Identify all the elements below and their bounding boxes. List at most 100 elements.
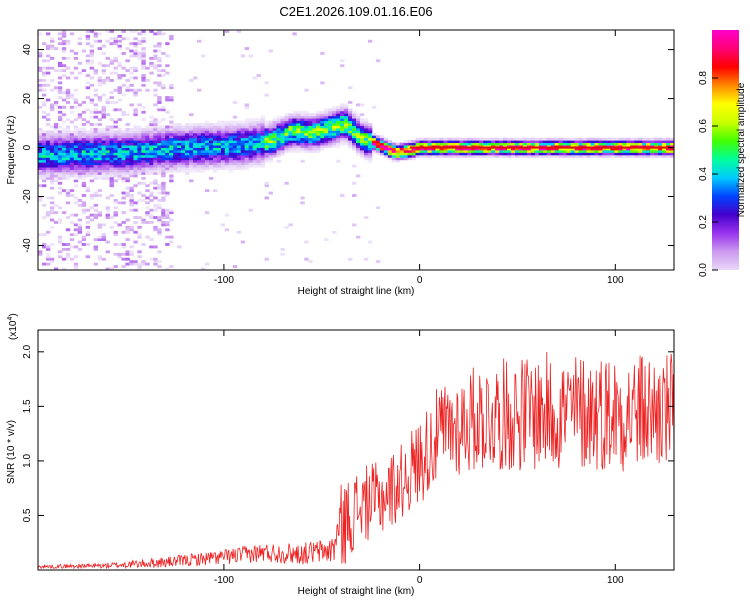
heatmap-cell	[133, 208, 138, 212]
heatmap-cell	[328, 110, 333, 114]
spectrogram-x-tick-label: 0	[417, 275, 423, 286]
heatmap-cell	[356, 130, 361, 134]
heatmap-cell	[483, 150, 488, 153]
heatmap-cell	[141, 59, 146, 63]
heatmap-cell	[232, 154, 238, 158]
heatmap-cell	[165, 71, 170, 75]
heatmap-cell	[49, 225, 55, 229]
heatmap-cell	[113, 157, 118, 161]
heatmap-cell	[487, 137, 492, 141]
heatmap-cell	[308, 260, 313, 264]
heatmap-cell	[113, 164, 118, 168]
heatmap-cell	[340, 110, 345, 114]
heatmap-cell	[447, 152, 452, 156]
heatmap-cell	[598, 154, 603, 158]
heatmap-cell	[89, 98, 95, 102]
heatmap-cell	[109, 216, 114, 219]
heatmap-cell	[38, 86, 43, 90]
heatmap-cell	[324, 125, 329, 129]
heatmap-cell	[371, 142, 377, 146]
heatmap-cell	[503, 142, 508, 146]
heatmap-cell	[141, 167, 146, 170]
heatmap-cell	[101, 132, 106, 136]
heatmap-cell	[149, 191, 154, 195]
heatmap-cell	[204, 137, 210, 141]
heatmap-cell	[153, 167, 158, 170]
heatmap-cell	[169, 127, 174, 131]
heatmap-cell	[252, 140, 258, 144]
heatmap-cell	[208, 125, 214, 129]
heatmap-cell	[232, 127, 238, 131]
heatmap-cell	[93, 169, 99, 173]
heatmap-cell	[348, 137, 353, 141]
heatmap-cell	[622, 147, 627, 151]
heatmap-cell	[61, 150, 67, 153]
heatmap-cell	[189, 152, 194, 156]
heatmap-cell	[129, 83, 134, 87]
heatmap-cell	[73, 52, 79, 55]
heatmap-cell	[193, 135, 198, 139]
heatmap-cell	[61, 142, 67, 146]
heatmap-cell	[232, 140, 238, 144]
heatmap-cell	[161, 213, 166, 217]
heatmap-cell	[371, 132, 377, 136]
heatmap-cell	[41, 174, 47, 178]
heatmap-cell	[173, 127, 178, 131]
heatmap-cell	[141, 137, 146, 141]
heatmap-cell	[292, 110, 297, 114]
heatmap-cell	[89, 174, 95, 178]
heatmap-cell	[324, 110, 329, 114]
heatmap-cell	[73, 127, 79, 131]
heatmap-cell	[165, 96, 170, 99]
heatmap-cell	[125, 142, 130, 146]
heatmap-cell	[280, 118, 285, 122]
heatmap-cell	[165, 167, 170, 170]
heatmap-cell	[272, 152, 277, 156]
heatmap-cell	[507, 152, 512, 156]
heatmap-cell	[252, 154, 258, 158]
heatmap-cell	[125, 257, 130, 261]
heatmap-cell	[81, 145, 87, 148]
heatmap-cell	[383, 147, 389, 151]
heatmap-cell	[224, 130, 230, 134]
heatmap-cell	[328, 115, 333, 119]
heatmap-cell	[69, 132, 75, 136]
heatmap-cell	[137, 127, 142, 131]
heatmap-cell	[145, 157, 150, 161]
heatmap-cell	[300, 115, 305, 119]
heatmap-cell	[204, 140, 210, 144]
heatmap-cell	[332, 130, 337, 134]
heatmap-cell	[232, 150, 238, 153]
heatmap-cell	[185, 125, 190, 129]
heatmap-cell	[97, 127, 103, 131]
heatmap-cell	[113, 206, 118, 210]
heatmap-cell	[662, 140, 667, 144]
heatmap-cell	[113, 233, 118, 237]
heatmap-cell	[312, 120, 317, 124]
heatmap-cell	[169, 157, 174, 161]
heatmap-cell	[228, 142, 234, 146]
heatmap-cell	[89, 137, 95, 141]
heatmap-cell	[356, 174, 361, 178]
heatmap-cell	[38, 169, 43, 173]
heatmap-cell	[41, 262, 47, 266]
heatmap-cell	[53, 140, 59, 144]
heatmap-cell	[61, 127, 67, 131]
heatmap-cell	[141, 47, 146, 50]
heatmap-cell	[300, 147, 305, 151]
heatmap-cell	[320, 147, 325, 151]
heatmap-cell	[49, 257, 55, 261]
heatmap-cell	[181, 135, 186, 139]
heatmap-cell	[264, 147, 269, 151]
heatmap-cell	[359, 135, 365, 139]
heatmap-cell	[45, 123, 51, 126]
heatmap-cell	[85, 34, 91, 38]
heatmap-cell	[586, 142, 591, 146]
heatmap-cell	[614, 154, 619, 158]
heatmap-cell	[105, 39, 110, 43]
heatmap-cell	[244, 135, 250, 139]
heatmap-cell	[85, 167, 91, 170]
heatmap-cell	[193, 123, 198, 126]
heatmap-cell	[101, 93, 106, 97]
heatmap-cell	[280, 145, 285, 148]
